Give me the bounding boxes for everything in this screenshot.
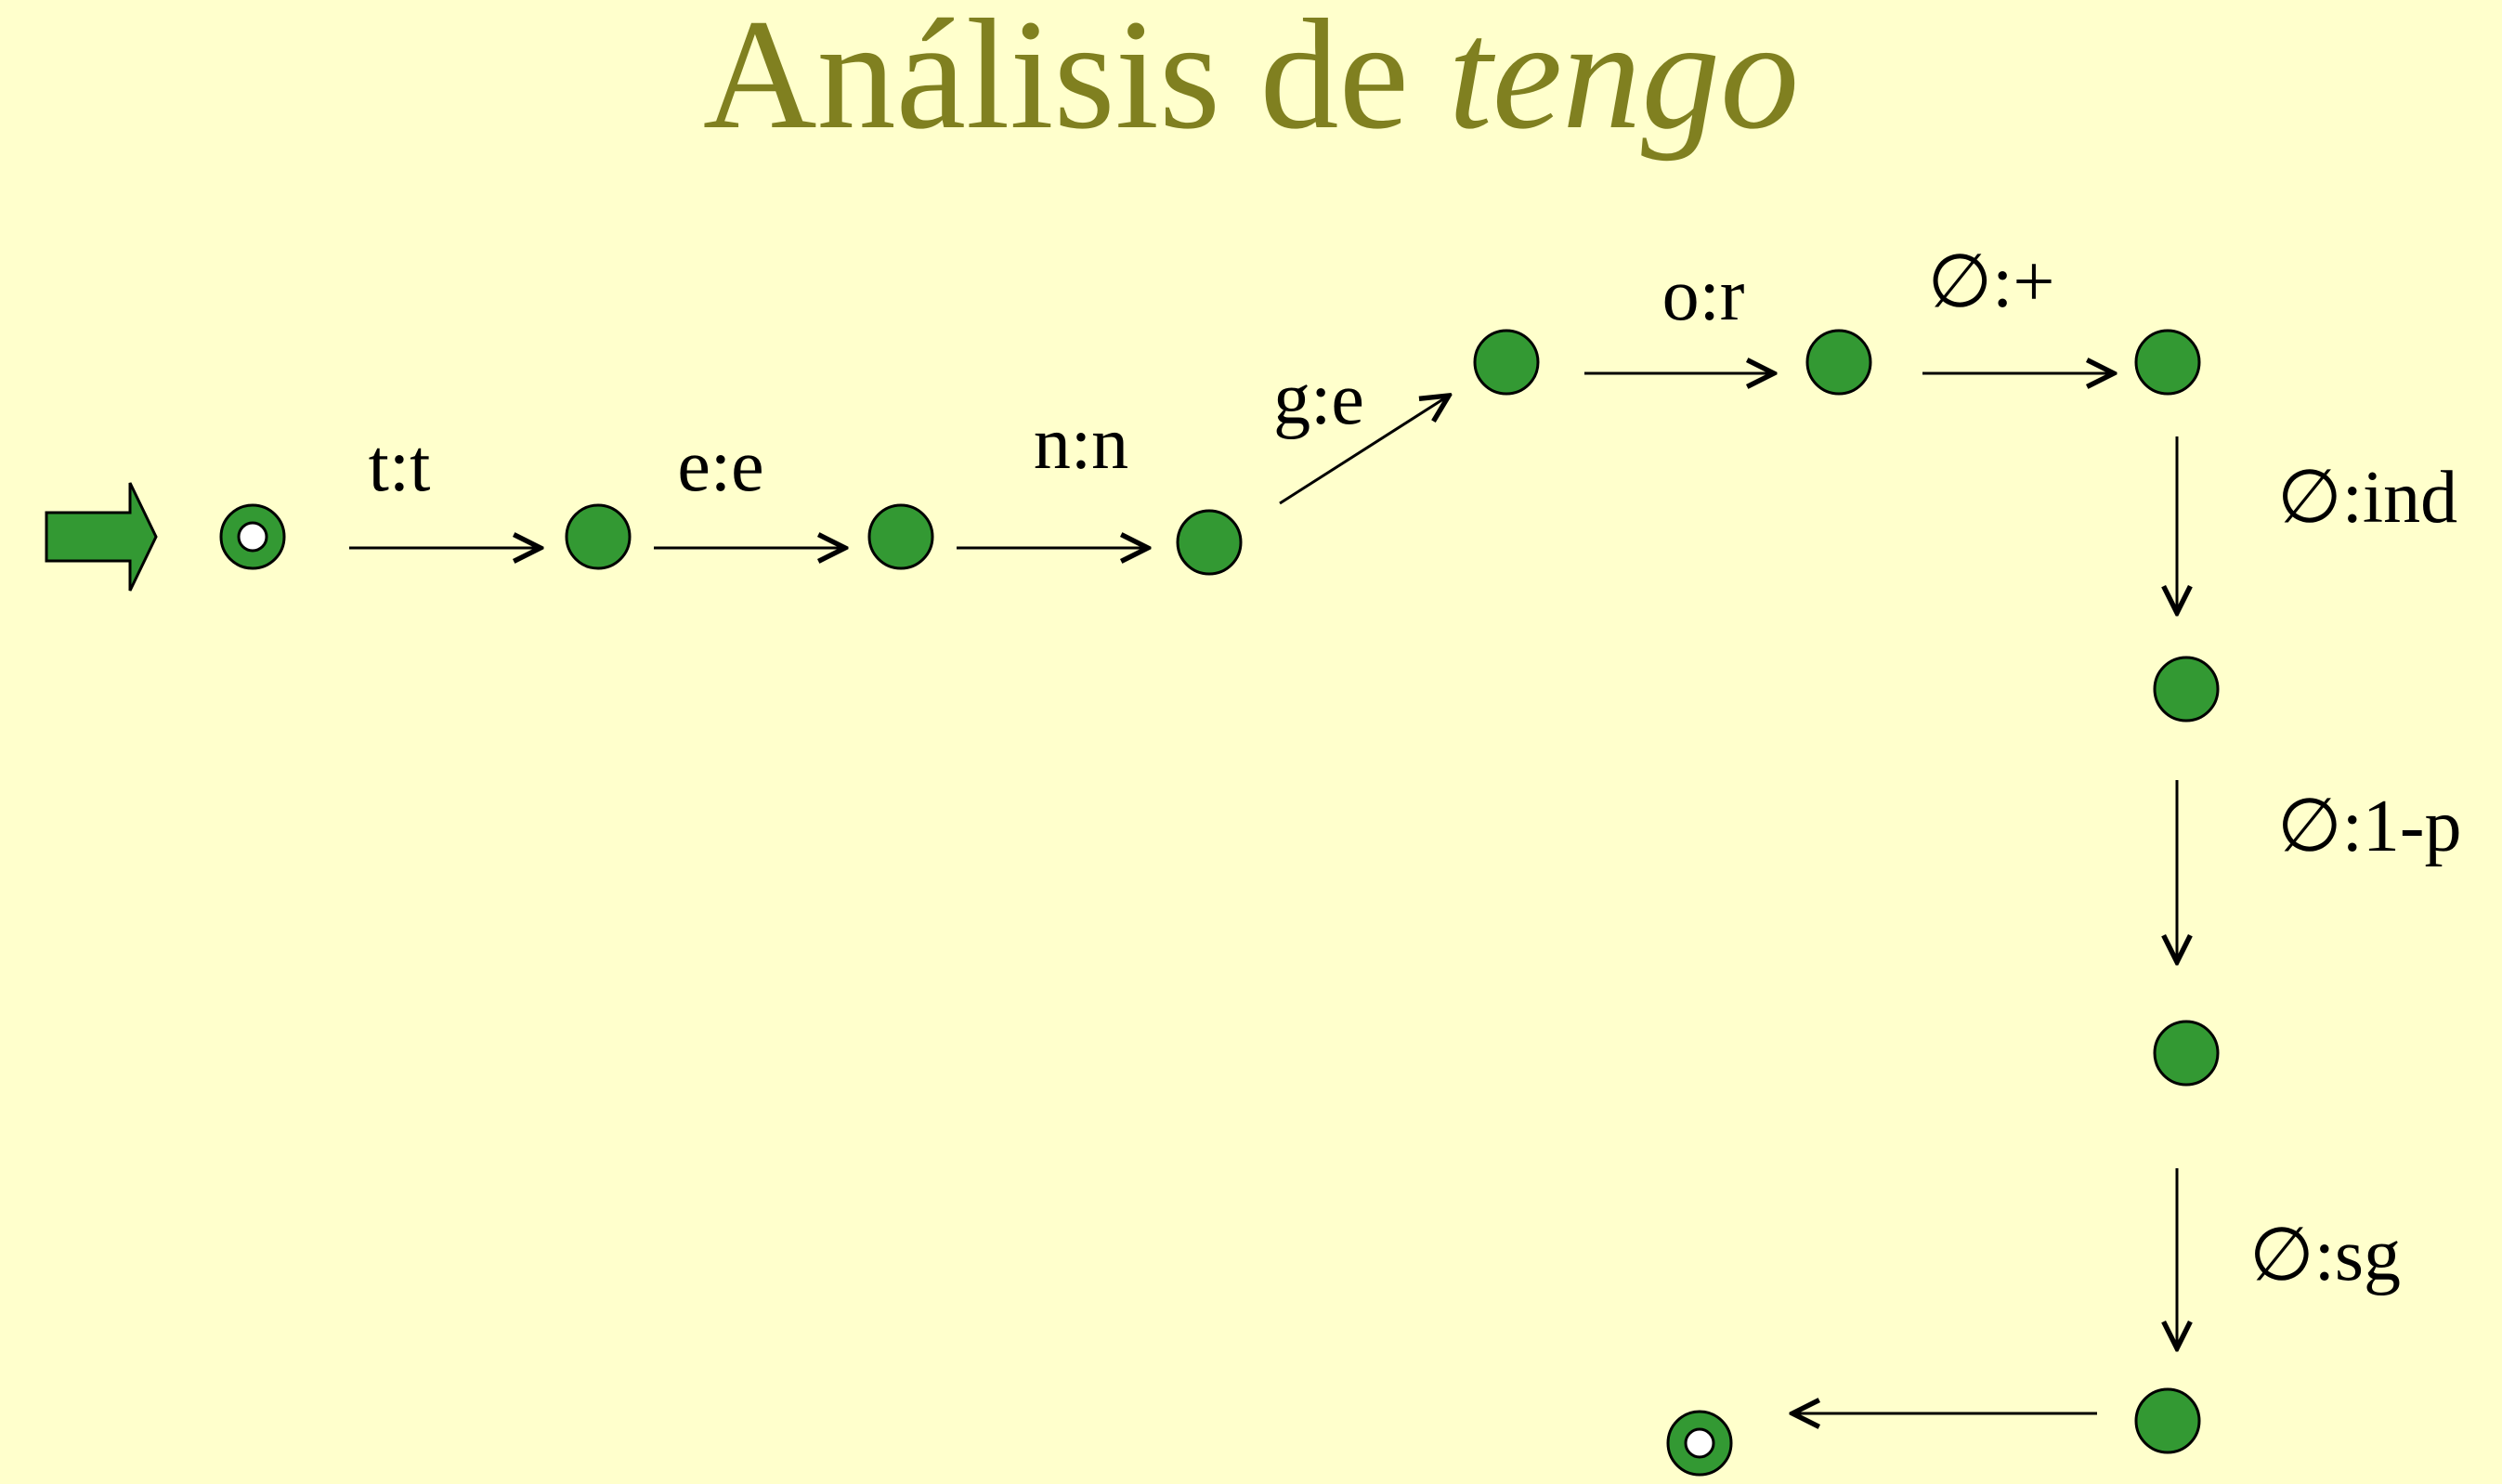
edge-label: ∅:ind (2277, 457, 2457, 539)
edge-label: ∅:sg (2249, 1215, 2401, 1296)
edge-label: g:e (1273, 358, 1364, 440)
state (2134, 1387, 2201, 1454)
state (1176, 509, 1243, 576)
edge-g (1279, 396, 1449, 505)
slide-title: Análisis de tengo (0, 0, 2502, 153)
edge-label: o:r (1662, 254, 1745, 336)
edge-labels: t:t e:e n:n g:e o:r ∅:+ ∅:ind ∅:1-p ∅:sg (369, 241, 2462, 1296)
state (2153, 1020, 2220, 1087)
edges (349, 373, 2177, 1413)
edge-label: n:n (1034, 403, 1128, 485)
state-start (219, 503, 286, 570)
edge-label: e:e (677, 425, 763, 507)
edge-label: ∅:1-p (2277, 786, 2462, 867)
state (2134, 329, 2201, 396)
block-arrow-right-icon (45, 482, 158, 592)
state-final (1666, 1410, 1733, 1477)
state (565, 503, 632, 570)
state (867, 503, 934, 570)
states (219, 329, 2220, 1477)
title-italic: tengo (1448, 0, 1800, 162)
state (2153, 656, 2220, 722)
title-main: Análisis de (702, 0, 1409, 162)
state (1805, 329, 1872, 396)
edge-label: ∅:+ (1927, 241, 2054, 323)
state (1473, 329, 1540, 396)
edge-label: t:t (369, 425, 431, 507)
